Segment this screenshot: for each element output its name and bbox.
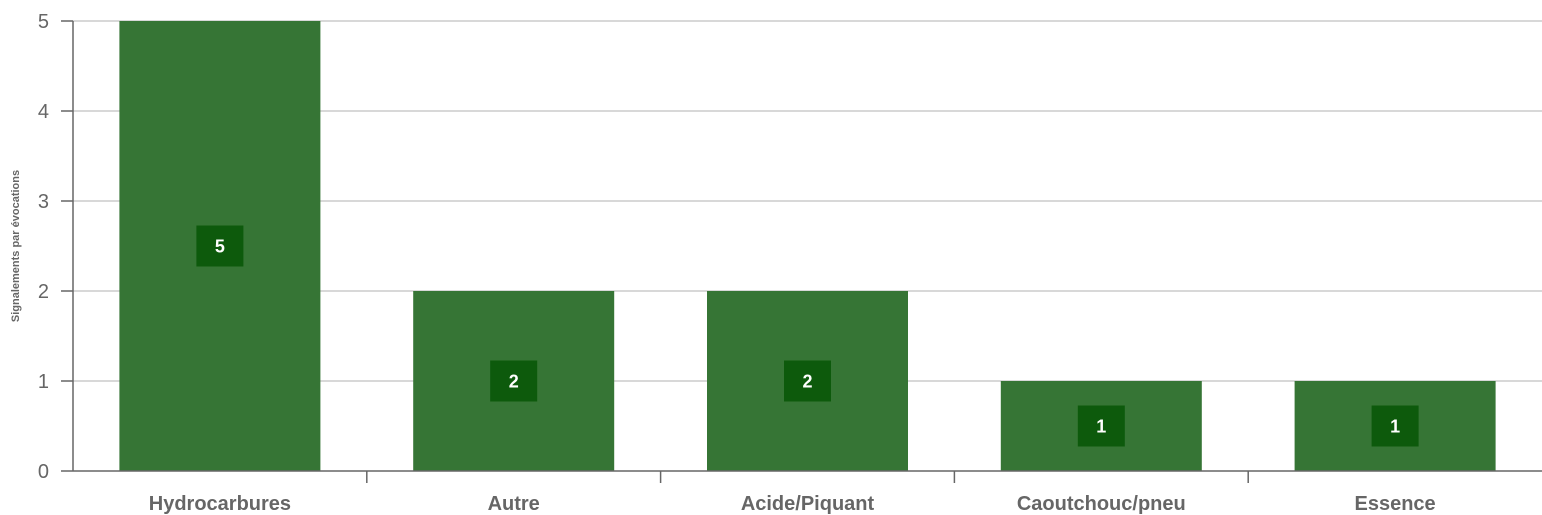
data-label-box	[784, 360, 831, 402]
data-label-box	[196, 225, 244, 267]
y-axis-label: Signalements par évocations	[10, 170, 22, 322]
data-label: 2	[802, 372, 812, 392]
data-label: 1	[1096, 417, 1106, 437]
data-label-box	[1371, 405, 1419, 447]
y-tick-label: 3	[38, 191, 49, 213]
data-label: 2	[509, 372, 519, 392]
y-tick-label: 0	[38, 461, 49, 483]
data-label: 1	[1390, 417, 1400, 437]
x-tick-label: Essence	[1355, 493, 1436, 515]
data-label-box	[490, 360, 538, 402]
x-tick-label: Autre	[488, 493, 540, 515]
data-label-box	[1077, 405, 1125, 447]
y-tick-label: 5	[38, 11, 49, 33]
y-tick-label: 2	[38, 281, 49, 303]
y-tick-label: 4	[38, 101, 49, 123]
data-label: 5	[215, 237, 225, 257]
x-tick-label: Hydrocarbures	[149, 493, 291, 515]
bars: 5 2 2 1 1	[119, 21, 1496, 471]
axes: 0 1 2 3 4 5 Hydrocarbures Autre Acide/Piquant Cao…	[38, 11, 1542, 515]
x-tick-label: Caoutchouc/pneu	[1017, 493, 1186, 515]
y-tick-label: 1	[38, 371, 49, 393]
x-tick-label: Acide/Piquant	[741, 493, 875, 515]
